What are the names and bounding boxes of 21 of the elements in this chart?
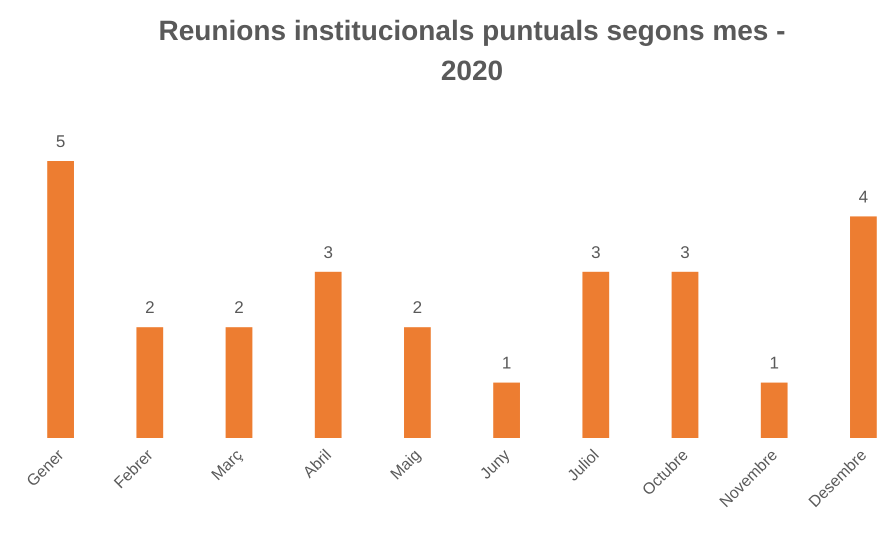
bar (226, 327, 252, 438)
data-label: 2 (145, 298, 155, 318)
data-label: 1 (502, 354, 512, 373)
bar (404, 327, 431, 438)
bar (850, 216, 877, 438)
data-label: 3 (323, 242, 333, 262)
bar (314, 272, 342, 438)
data-label: 4 (858, 187, 868, 206)
data-label: 5 (56, 132, 66, 151)
data-label: 3 (591, 242, 601, 262)
bar (493, 382, 520, 438)
data-label: 3 (680, 242, 690, 262)
chart-title: Reunions institucionals puntuals segons mes - 2020 (158, 15, 786, 86)
data-label: 1 (769, 354, 779, 373)
data-label: 2 (412, 298, 422, 318)
data-label: 2 (234, 298, 244, 318)
bar (136, 327, 164, 438)
bar (672, 272, 698, 438)
bar (47, 161, 74, 438)
bar (582, 272, 610, 438)
bar (760, 382, 788, 438)
